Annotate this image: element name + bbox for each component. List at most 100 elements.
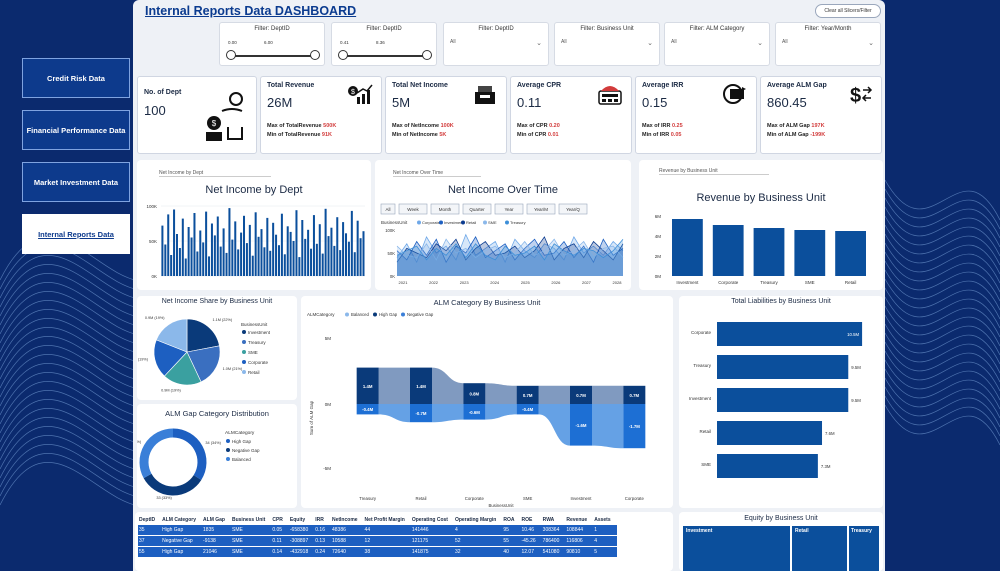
bar-positive-corporate[interactable] [463,383,486,404]
bar[interactable] [216,216,219,277]
clear-filters-button[interactable]: Clear all Slicers/Filter [815,4,881,18]
bar[interactable] [260,229,263,276]
bar[interactable] [225,252,228,276]
bar[interactable] [310,248,313,276]
treemap-tile-retail[interactable]: Retail [792,526,848,571]
bar[interactable] [289,231,292,276]
column-header[interactable]: Revenue [566,517,588,523]
donut-slice-balanced[interactable] [139,428,174,479]
bar[interactable] [272,222,275,276]
treemap-tile-investment[interactable]: Investment [683,526,791,571]
column-header[interactable]: RWA [542,517,555,523]
bar[interactable] [181,218,184,276]
bar-negative-sme[interactable] [516,404,539,415]
pie-slice-treasury[interactable] [186,345,221,383]
bar[interactable] [295,210,298,276]
series-line-retail[interactable] [396,236,624,263]
bar[interactable] [292,241,295,276]
tab-quarter[interactable] [462,203,492,215]
chart-dropdown[interactable]: Net Income Over Time [393,170,481,177]
bar-corporate[interactable] [712,225,744,276]
bar-negative-corporate[interactable] [463,404,486,420]
bar-positive-sme[interactable] [516,385,539,404]
bar[interactable] [199,230,202,277]
slider-max-handle[interactable] [310,50,320,60]
bar[interactable] [318,224,321,276]
bar[interactable] [170,255,173,276]
bar-sme[interactable] [794,230,826,276]
bar[interactable] [321,253,324,276]
nav-financial-performance-data[interactable]: Financial Performance Data [22,110,130,150]
filter-business-unit[interactable]: Filter: Business Unit All ⌄ [554,22,660,66]
bar[interactable] [362,231,365,276]
column-header[interactable]: Assets [594,517,611,523]
bar[interactable] [167,214,170,276]
bar[interactable] [298,257,301,276]
column-header[interactable]: DeptID [139,517,156,523]
nav-market-investment-data[interactable]: Market Investment Data [22,162,130,202]
chart-dropdown[interactable]: Net Income by Dept [159,170,271,177]
column-header[interactable]: Net Profit Margin [364,517,405,523]
bar[interactable] [164,244,167,277]
column-header[interactable]: CPR [272,517,283,523]
bar[interactable] [257,236,260,276]
table-row[interactable]: 55 High Gap 21046 SME 0.14 -432918 0.24 72640 38… [138,546,617,558]
bar[interactable] [350,210,353,276]
bar[interactable] [263,247,266,276]
bar-positive-corporate[interactable] [623,385,646,404]
bar[interactable] [307,229,310,276]
bar[interactable] [286,226,289,276]
bar[interactable] [196,251,199,277]
bar[interactable] [353,252,356,276]
bar[interactable] [243,215,246,276]
donut-slice-negative-gap[interactable] [143,473,202,496]
nav-credit-risk-data[interactable]: Credit Risk Data [22,58,130,98]
bar-retail[interactable] [835,231,866,276]
tab-year-m[interactable] [526,203,556,215]
bar-positive-investment[interactable] [570,385,592,404]
bar[interactable] [347,241,350,276]
bar[interactable] [161,225,164,276]
column-header[interactable]: ROE [521,517,533,523]
chart-dropdown[interactable]: Revenue by Business Unit [659,168,769,175]
column-header[interactable]: ALM Gap [203,517,225,523]
pie-slice-retail[interactable] [155,318,188,353]
bar[interactable] [240,232,243,276]
table-row[interactable]: 35 High Gap 1835 SME 0.05 -658380 0.16 48386 44 1… [138,525,617,536]
bar[interactable] [312,215,315,276]
bar[interactable] [324,208,327,276]
bar[interactable] [304,238,307,276]
bar-sme[interactable] [717,454,818,478]
bar[interactable] [342,222,345,276]
bar[interactable] [336,217,339,276]
bar[interactable] [205,211,208,276]
bar[interactable] [333,245,336,276]
column-header[interactable]: ROA [503,517,515,523]
bar-negative-investment[interactable] [570,404,592,446]
column-header[interactable]: IRR [315,517,324,523]
bar[interactable] [231,239,234,276]
bar-treasury[interactable] [753,228,785,276]
bar[interactable] [219,246,222,276]
bar[interactable] [202,242,205,276]
bar[interactable] [208,256,211,276]
pie-slice-sme[interactable] [163,351,202,386]
filter-deptid-slider-2[interactable]: Filter: DeptID 0.41 8.36 [331,22,437,66]
bar[interactable] [187,227,190,276]
donut-slice-high-gap[interactable] [172,428,207,480]
pie-slice-investment[interactable] [186,318,220,353]
bar[interactable] [359,238,362,276]
bar[interactable] [269,250,272,276]
bar-investment[interactable] [717,388,849,412]
column-header[interactable]: NetIncome [331,517,358,523]
dropdown-value[interactable]: All ⌄ [671,39,763,53]
dropdown-value[interactable]: All ⌄ [782,39,874,53]
bar-negative-treasury[interactable] [356,404,379,415]
bar[interactable] [356,220,359,276]
bar[interactable] [283,254,286,276]
tab-year[interactable] [494,203,524,215]
tab-month[interactable] [430,203,460,215]
treemap-tile-treasury[interactable]: Treasury [849,526,879,571]
bar-negative-retail[interactable] [410,404,432,423]
bar[interactable] [210,223,213,277]
